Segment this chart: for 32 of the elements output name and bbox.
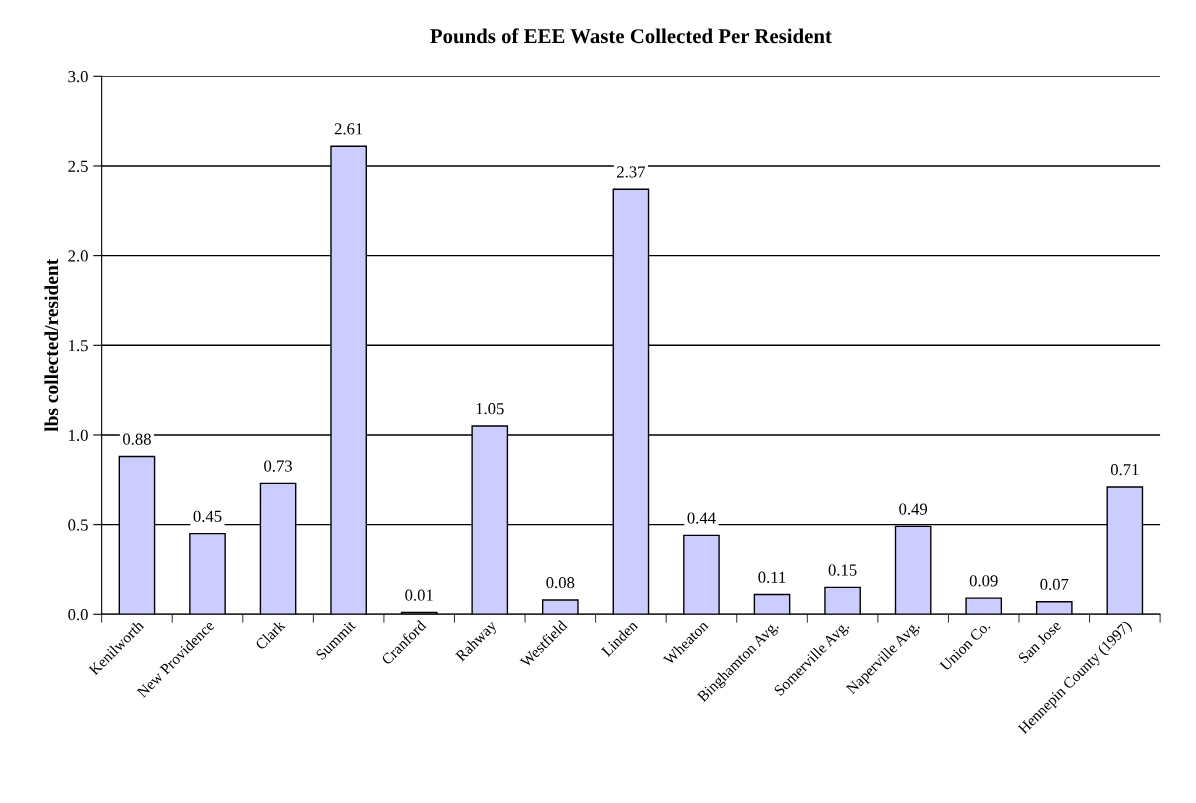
data-label: 0.11	[758, 571, 786, 583]
data-label: 0.44	[687, 512, 716, 524]
data-label: 0.73	[264, 460, 292, 472]
data-label: 0.71	[1110, 464, 1139, 476]
data-label: 0.49	[899, 503, 928, 515]
data-label: 0.09	[969, 575, 998, 587]
bar	[1035, 601, 1073, 615]
data-label: 0.15	[828, 564, 857, 576]
data-label: 0.45	[193, 510, 222, 522]
bar	[541, 599, 579, 615]
data-label: 2.61	[334, 123, 363, 135]
chart-title: Pounds of EEE Waste Collected Per Resident	[430, 28, 832, 44]
y-tick-label: 1.5	[69, 340, 88, 352]
y-tick-label: 2.0	[68, 250, 88, 262]
bar	[824, 586, 861, 615]
y-tick-label: 3.0	[68, 70, 88, 83]
y-axis-title: lbs collected/resident	[44, 258, 59, 432]
data-label: 0.88	[122, 433, 151, 445]
y-tick-label: 2.5	[68, 160, 88, 172]
data-label: 0.08	[546, 576, 575, 589]
bar	[965, 597, 1003, 615]
x-tick-label: San Jose	[1017, 619, 1062, 664]
data-label: 2.37	[617, 166, 645, 178]
bar	[189, 532, 226, 615]
y-tick-label: 0.0	[68, 608, 88, 621]
y-tick-label: 1.0	[69, 429, 88, 441]
bar	[683, 534, 720, 615]
data-label: 0.07	[1040, 578, 1069, 591]
bar	[753, 593, 791, 615]
y-tick-label: 0.5	[68, 519, 88, 531]
data-label: 0.01	[405, 589, 433, 601]
data-label: 1.05	[476, 403, 504, 415]
